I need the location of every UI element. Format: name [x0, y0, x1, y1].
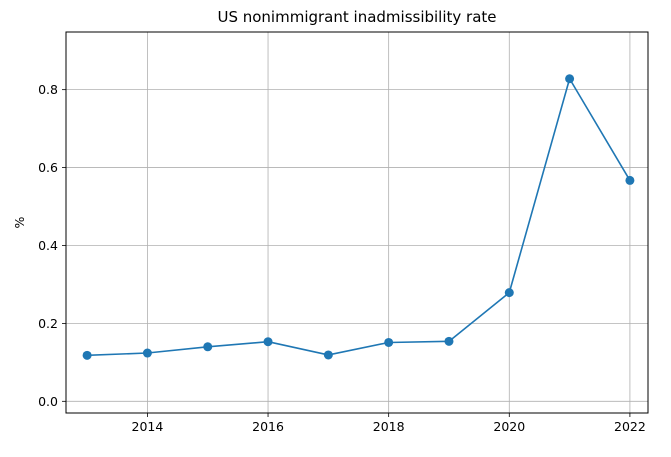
data-point-2017	[323, 350, 333, 360]
data-point-2016	[263, 337, 273, 347]
series-line	[87, 77, 631, 357]
data-point-2022	[625, 175, 635, 185]
data-point-2019	[444, 336, 454, 346]
data-point-2020	[504, 288, 514, 298]
data-point-2014	[142, 348, 152, 358]
x-tick-label: 2014	[132, 419, 164, 434]
data-point-2018	[384, 337, 394, 347]
x-tick-label: 2018	[373, 419, 405, 434]
x-tick-label: 2016	[252, 419, 284, 434]
plot-area-frame	[65, 31, 649, 414]
y-tick-label: 0.6	[38, 160, 58, 175]
y-tick-label: 0.2	[38, 316, 58, 331]
y-axis-label: %	[12, 216, 27, 228]
grid	[66, 32, 648, 413]
y-tick-label: 0.8	[38, 82, 58, 97]
series-line-path	[87, 77, 631, 357]
y-tick-label: 0.0	[38, 394, 58, 409]
y-tick-label: 0.4	[38, 238, 58, 253]
data-point-2015	[203, 342, 213, 352]
data-point-2021	[565, 74, 575, 84]
chart-title: US nonimmigrant inadmissibility rate	[217, 8, 496, 26]
x-tick-label: 2022	[614, 419, 646, 434]
axis-ticks: 2014 2016 2018 2020 2022 0.0 0.2 0.4 0.6 0.8	[38, 82, 646, 434]
data-point-2013	[82, 350, 92, 360]
data-points	[82, 74, 635, 360]
x-tick-label: 2020	[493, 419, 525, 434]
